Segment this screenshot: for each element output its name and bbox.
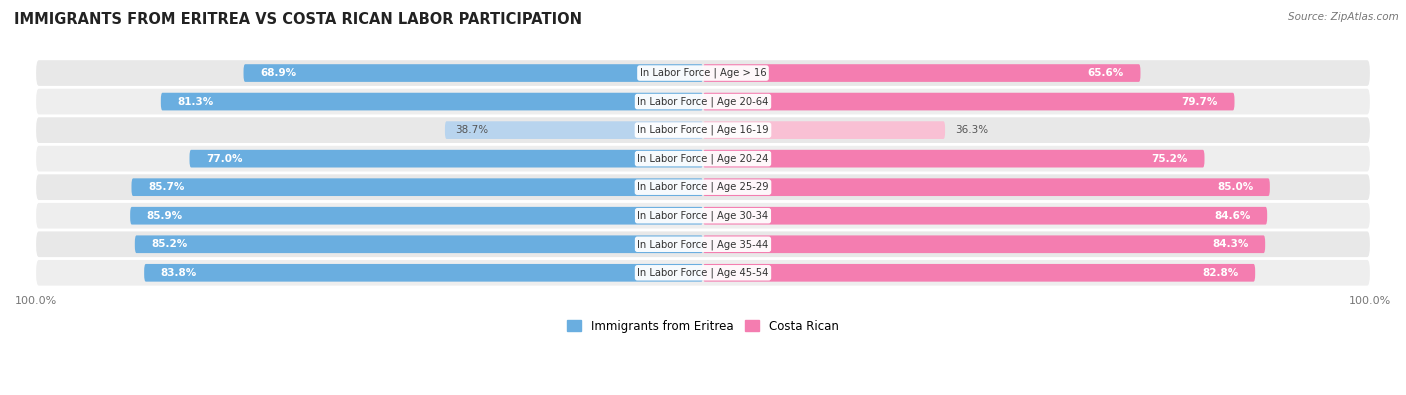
Text: Source: ZipAtlas.com: Source: ZipAtlas.com [1288,12,1399,22]
Text: 85.7%: 85.7% [148,182,184,192]
FancyBboxPatch shape [190,150,703,167]
Text: 84.6%: 84.6% [1215,211,1250,221]
FancyBboxPatch shape [37,231,1369,257]
Text: In Labor Force | Age > 16: In Labor Force | Age > 16 [640,68,766,78]
Text: In Labor Force | Age 20-64: In Labor Force | Age 20-64 [637,96,769,107]
Text: 85.0%: 85.0% [1218,182,1253,192]
Text: In Labor Force | Age 16-19: In Labor Force | Age 16-19 [637,125,769,135]
Legend: Immigrants from Eritrea, Costa Rican: Immigrants from Eritrea, Costa Rican [562,315,844,338]
Text: 77.0%: 77.0% [207,154,243,164]
Text: 84.3%: 84.3% [1212,239,1249,249]
Text: 85.2%: 85.2% [152,239,188,249]
FancyBboxPatch shape [131,207,703,225]
FancyBboxPatch shape [703,207,1267,225]
Text: In Labor Force | Age 20-24: In Labor Force | Age 20-24 [637,153,769,164]
FancyBboxPatch shape [703,235,1265,253]
FancyBboxPatch shape [160,93,703,111]
Text: 75.2%: 75.2% [1152,154,1188,164]
FancyBboxPatch shape [37,260,1369,286]
Text: 81.3%: 81.3% [177,97,214,107]
FancyBboxPatch shape [703,121,945,139]
FancyBboxPatch shape [703,64,1140,82]
FancyBboxPatch shape [703,93,1234,111]
FancyBboxPatch shape [37,89,1369,115]
FancyBboxPatch shape [444,121,703,139]
Text: 68.9%: 68.9% [260,68,297,78]
Text: IMMIGRANTS FROM ERITREA VS COSTA RICAN LABOR PARTICIPATION: IMMIGRANTS FROM ERITREA VS COSTA RICAN L… [14,12,582,27]
FancyBboxPatch shape [132,178,703,196]
FancyBboxPatch shape [37,60,1369,86]
Text: 79.7%: 79.7% [1181,97,1218,107]
FancyBboxPatch shape [37,117,1369,143]
Text: 65.6%: 65.6% [1088,68,1123,78]
Text: In Labor Force | Age 30-34: In Labor Force | Age 30-34 [637,211,769,221]
Text: 38.7%: 38.7% [456,125,488,135]
FancyBboxPatch shape [243,64,703,82]
FancyBboxPatch shape [37,203,1369,229]
FancyBboxPatch shape [135,235,703,253]
FancyBboxPatch shape [703,264,1256,282]
FancyBboxPatch shape [37,174,1369,200]
FancyBboxPatch shape [145,264,703,282]
Text: In Labor Force | Age 35-44: In Labor Force | Age 35-44 [637,239,769,250]
Text: 83.8%: 83.8% [160,268,197,278]
Text: 36.3%: 36.3% [955,125,988,135]
Text: 82.8%: 82.8% [1202,268,1239,278]
Text: In Labor Force | Age 45-54: In Labor Force | Age 45-54 [637,267,769,278]
Text: In Labor Force | Age 25-29: In Labor Force | Age 25-29 [637,182,769,192]
FancyBboxPatch shape [37,146,1369,171]
FancyBboxPatch shape [703,178,1270,196]
FancyBboxPatch shape [703,150,1205,167]
Text: 85.9%: 85.9% [146,211,183,221]
